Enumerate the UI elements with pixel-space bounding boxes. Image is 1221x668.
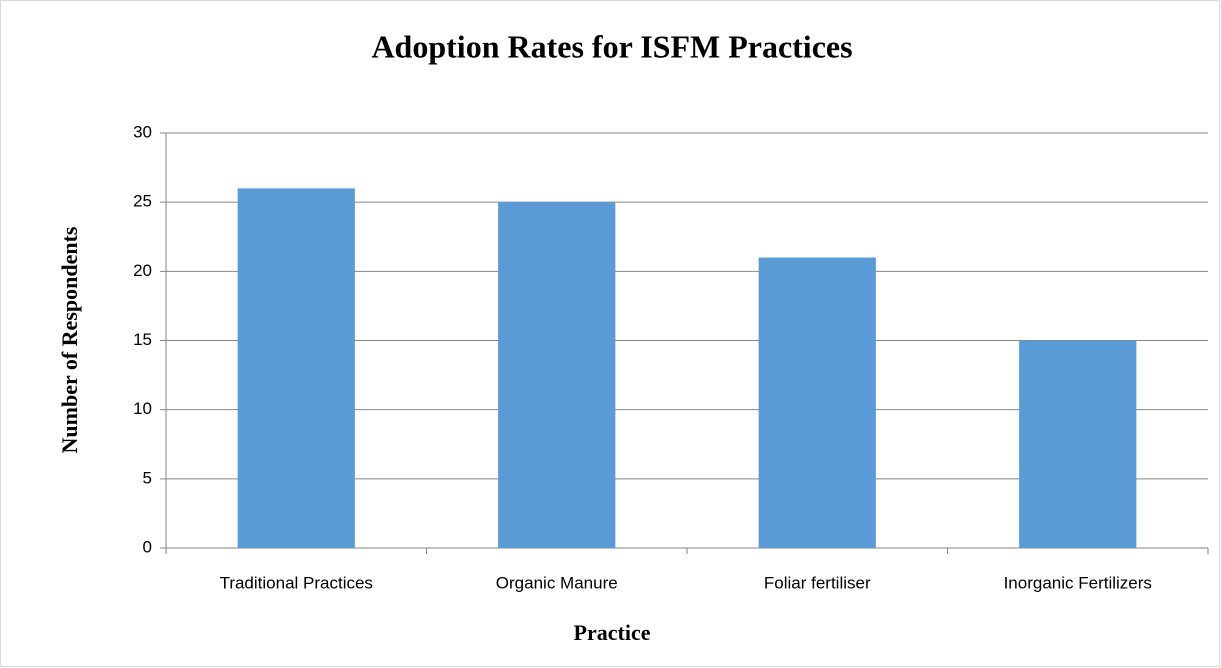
bar <box>1019 340 1137 548</box>
y-tick-label: 0 <box>143 537 152 556</box>
x-axis-label: Practice <box>574 620 651 645</box>
x-tick-label: Traditional Practices <box>220 573 373 592</box>
y-tick-label: 25 <box>133 192 152 211</box>
chart-title: Adoption Rates for ISFM Practices <box>371 28 852 64</box>
bar <box>237 188 355 549</box>
y-tick-label: 15 <box>133 330 152 349</box>
bar <box>498 202 616 548</box>
x-tick-label: Inorganic Fertilizers <box>1004 573 1152 592</box>
bar <box>758 257 876 548</box>
x-tick-label: Organic Manure <box>496 573 618 592</box>
y-tick-label: 20 <box>133 261 152 280</box>
y-axis-label: Number of Respondents <box>57 226 82 453</box>
y-tick-label: 5 <box>143 468 152 487</box>
y-tick-label: 30 <box>133 122 152 141</box>
y-tick-label: 10 <box>133 399 152 418</box>
x-tick-label: Foliar fertiliser <box>764 573 871 592</box>
